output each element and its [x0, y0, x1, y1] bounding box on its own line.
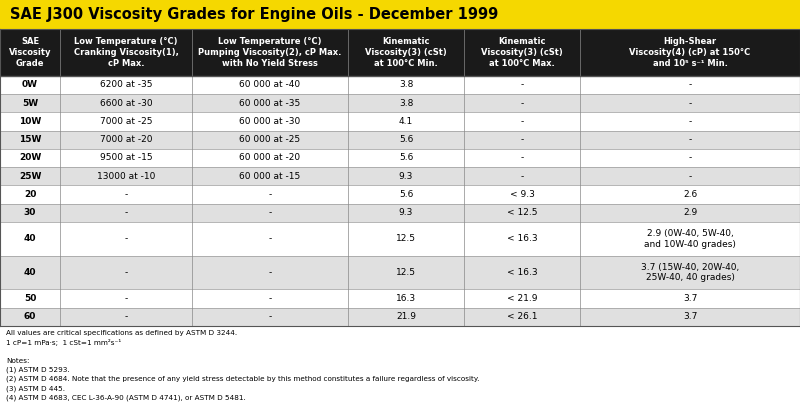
FancyBboxPatch shape — [0, 167, 800, 185]
Text: -: - — [124, 294, 128, 303]
Text: 9.3: 9.3 — [399, 208, 413, 217]
FancyBboxPatch shape — [0, 130, 800, 149]
Text: -: - — [124, 190, 128, 199]
Text: 5W: 5W — [22, 99, 38, 108]
Text: 13000 at -10: 13000 at -10 — [97, 172, 155, 181]
FancyBboxPatch shape — [0, 76, 800, 94]
Text: 3.8: 3.8 — [399, 80, 413, 90]
Text: -: - — [688, 172, 692, 181]
Text: 60 000 at -40: 60 000 at -40 — [239, 80, 301, 90]
FancyBboxPatch shape — [0, 149, 800, 167]
Text: 20W: 20W — [19, 153, 41, 162]
Text: -: - — [520, 99, 524, 108]
Text: 5.6: 5.6 — [399, 153, 413, 162]
Text: -: - — [268, 208, 272, 217]
Text: < 16.3: < 16.3 — [506, 268, 538, 277]
Text: 9500 at -15: 9500 at -15 — [100, 153, 152, 162]
Text: 60 000 at -25: 60 000 at -25 — [239, 135, 301, 144]
Text: 30: 30 — [24, 208, 36, 217]
Text: -: - — [268, 268, 272, 277]
Text: -: - — [688, 80, 692, 90]
Text: -: - — [124, 208, 128, 217]
Text: 3.7: 3.7 — [683, 312, 697, 322]
Text: 3.8: 3.8 — [399, 99, 413, 108]
Text: 15W: 15W — [19, 135, 41, 144]
Text: 60 000 at -15: 60 000 at -15 — [239, 172, 301, 181]
Text: 0W: 0W — [22, 80, 38, 90]
Text: SAE J300 Viscosity Grades for Engine Oils - December 1999: SAE J300 Viscosity Grades for Engine Oil… — [10, 7, 498, 22]
Text: 40: 40 — [24, 234, 36, 243]
Text: SAE
Viscosity
Grade: SAE Viscosity Grade — [9, 37, 51, 68]
Text: 25W: 25W — [19, 172, 41, 181]
Text: 60 000 at -35: 60 000 at -35 — [239, 99, 301, 108]
Text: 60: 60 — [24, 312, 36, 322]
Text: 50: 50 — [24, 294, 36, 303]
FancyBboxPatch shape — [0, 290, 800, 308]
FancyBboxPatch shape — [0, 256, 800, 290]
Text: 60 000 at -20: 60 000 at -20 — [239, 153, 301, 162]
FancyBboxPatch shape — [0, 204, 800, 222]
Text: -: - — [268, 294, 272, 303]
Text: 7000 at -20: 7000 at -20 — [100, 135, 152, 144]
Text: -: - — [520, 172, 524, 181]
Text: 21.9: 21.9 — [396, 312, 416, 322]
Text: -: - — [124, 268, 128, 277]
Text: 10W: 10W — [19, 117, 41, 126]
Text: 5.6: 5.6 — [399, 190, 413, 199]
Text: < 9.3: < 9.3 — [510, 190, 534, 199]
FancyBboxPatch shape — [0, 222, 800, 256]
Text: < 26.1: < 26.1 — [506, 312, 538, 322]
Text: 12.5: 12.5 — [396, 234, 416, 243]
Text: -: - — [520, 80, 524, 90]
Text: -: - — [268, 234, 272, 243]
Text: -: - — [124, 312, 128, 322]
Text: 7000 at -25: 7000 at -25 — [100, 117, 152, 126]
Text: 2.9 (0W-40, 5W-40,
and 10W-40 grades): 2.9 (0W-40, 5W-40, and 10W-40 grades) — [644, 229, 736, 249]
Text: 16.3: 16.3 — [396, 294, 416, 303]
Text: 6600 at -30: 6600 at -30 — [100, 99, 152, 108]
Text: 6200 at -35: 6200 at -35 — [100, 80, 152, 90]
Text: < 21.9: < 21.9 — [506, 294, 538, 303]
Text: 4.1: 4.1 — [399, 117, 413, 126]
Text: 2.9: 2.9 — [683, 208, 697, 217]
Text: -: - — [520, 153, 524, 162]
Text: 5.6: 5.6 — [399, 135, 413, 144]
Text: Low Temperature (°C)
Pumping Viscosity(2), cP Max.
with No Yield Stress: Low Temperature (°C) Pumping Viscosity(2… — [198, 37, 342, 68]
Text: 20: 20 — [24, 190, 36, 199]
Text: Low Temperature (°C)
Cranking Viscosity(1),
cP Max.: Low Temperature (°C) Cranking Viscosity(… — [74, 37, 178, 68]
Text: -: - — [688, 153, 692, 162]
FancyBboxPatch shape — [0, 308, 800, 326]
Text: 3.7 (15W-40, 20W-40,
25W-40, 40 grades): 3.7 (15W-40, 20W-40, 25W-40, 40 grades) — [641, 263, 739, 282]
Text: 9.3: 9.3 — [399, 172, 413, 181]
Text: -: - — [124, 234, 128, 243]
FancyBboxPatch shape — [0, 185, 800, 204]
FancyBboxPatch shape — [0, 112, 800, 130]
Text: 3.7: 3.7 — [683, 294, 697, 303]
Text: All values are critical specifications as defined by ASTM D 3244.
1 cP=1 mPa·s; : All values are critical specifications a… — [6, 330, 480, 401]
Text: 40: 40 — [24, 268, 36, 277]
Text: -: - — [268, 312, 272, 322]
Text: < 16.3: < 16.3 — [506, 234, 538, 243]
Text: Kinematic
Viscosity(3) (cSt)
at 100°C Min.: Kinematic Viscosity(3) (cSt) at 100°C Mi… — [365, 37, 447, 68]
FancyBboxPatch shape — [0, 29, 800, 76]
Text: 12.5: 12.5 — [396, 268, 416, 277]
Text: 2.6: 2.6 — [683, 190, 697, 199]
Text: Kinematic
Viscosity(3) (cSt)
at 100°C Max.: Kinematic Viscosity(3) (cSt) at 100°C Ma… — [481, 37, 563, 68]
Text: -: - — [688, 99, 692, 108]
FancyBboxPatch shape — [0, 94, 800, 112]
Text: -: - — [268, 190, 272, 199]
Text: < 12.5: < 12.5 — [506, 208, 538, 217]
Text: -: - — [520, 135, 524, 144]
Text: -: - — [688, 135, 692, 144]
Text: High-Shear
Viscosity(4) (cP) at 150°C
and 10⁵ s⁻¹ Min.: High-Shear Viscosity(4) (cP) at 150°C an… — [630, 37, 750, 68]
Text: 60 000 at -30: 60 000 at -30 — [239, 117, 301, 126]
Text: -: - — [520, 117, 524, 126]
FancyBboxPatch shape — [0, 0, 800, 29]
Text: -: - — [688, 117, 692, 126]
